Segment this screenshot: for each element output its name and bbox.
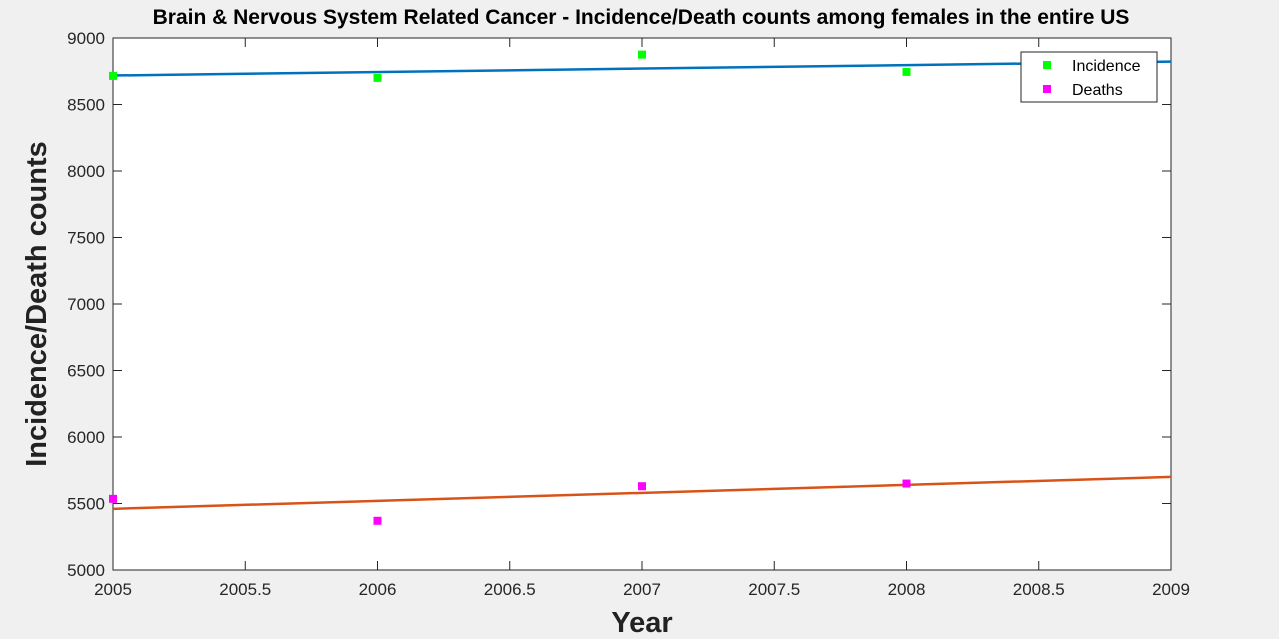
x-tick-label: 2005 [94,580,132,599]
x-axis-label: Year [611,607,672,639]
legend-marker-incidence [1043,61,1051,69]
point-deaths [638,482,646,491]
point-incidence [902,67,911,76]
x-tick-label: 2005.5 [219,580,271,599]
trend-lines [112,60,1172,511]
x-tick-label: 2007.5 [748,580,800,599]
point-deaths [109,494,117,503]
trend-line-incidence [112,60,1172,77]
x-tick-label: 2008.5 [1013,580,1065,599]
trend-line-deaths [112,475,1172,511]
x-tick-label: 2008 [888,580,926,599]
y-axis-label: Incidence/Death counts [21,141,53,467]
chart-title: Brain & Nervous System Related Cancer - … [153,6,1130,29]
y-tick-label: 5000 [67,561,105,580]
y-tick-label: 7000 [67,295,105,314]
legend-label-deaths: Deaths [1072,82,1123,99]
axis-ticks: 2005 2005.5 2006 2006.5 2007 2007.5 2008 2008.5… [67,29,1190,599]
data-points [109,50,911,525]
y-tick-label: 8500 [67,96,105,115]
legend: Incidence Deaths [1020,51,1158,103]
y-tick-label: 9000 [67,29,105,48]
legend-box [1020,51,1158,103]
y-tick-label: 8000 [67,162,105,181]
legend-label-incidence: Incidence [1072,58,1141,75]
legend-marker-deaths [1043,85,1051,93]
point-incidence [109,71,117,80]
x-tick-label: 2006 [359,580,397,599]
y-tick-label: 6000 [67,428,105,447]
point-incidence [373,73,382,82]
x-tick-label: 2006.5 [484,580,536,599]
point-deaths [902,479,911,488]
y-tick-label: 6500 [67,362,105,381]
x-tick-label: 2009 [1152,580,1190,599]
point-incidence [638,50,646,59]
y-tick-label: 7500 [67,229,105,248]
x-tick-label: 2007 [623,580,661,599]
point-deaths [373,516,382,525]
y-tick-label: 5500 [67,495,105,514]
